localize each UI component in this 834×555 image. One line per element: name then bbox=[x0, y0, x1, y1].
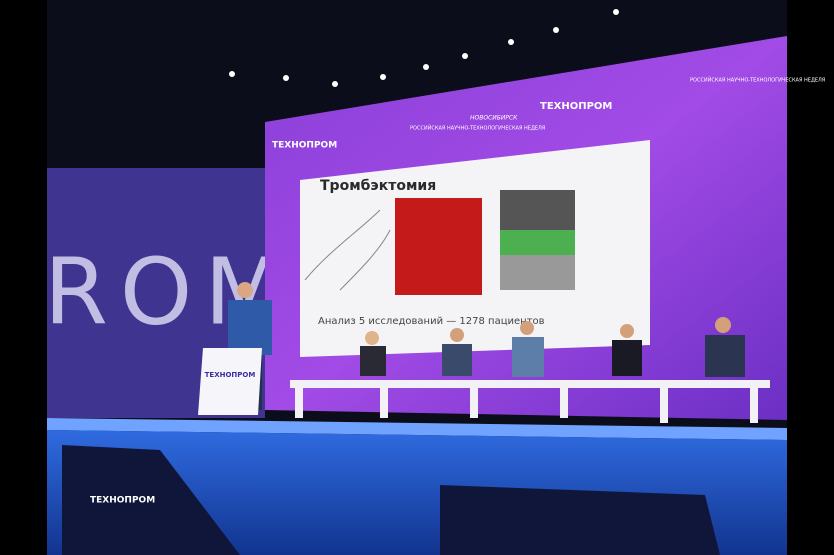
slide-caption: Анализ 5 исследований — 1278 пациентов bbox=[318, 316, 545, 327]
slide-title: Тромбэктомия bbox=[320, 178, 436, 194]
slide-drawing bbox=[304, 209, 391, 291]
panel-tables bbox=[290, 380, 770, 423]
panelists bbox=[360, 317, 745, 377]
screen-logo: РОССИЙСКАЯ НАУЧНО-ТЕХНОЛОГИЧЕСКАЯ НЕДЕЛЯ bbox=[410, 125, 545, 132]
slide-pictogram bbox=[500, 190, 575, 290]
floor-banner bbox=[62, 445, 240, 555]
slide-image bbox=[395, 198, 482, 295]
screen-logo: ТЕХНОПРОМ bbox=[272, 141, 337, 151]
floor-banner bbox=[440, 485, 720, 555]
floor-banner-logo: ТЕХНОПРОМ bbox=[90, 496, 155, 506]
screen-logo: РОССИЙСКАЯ НАУЧНО-ТЕХНОЛОГИЧЕСКАЯ НЕДЕЛЯ bbox=[690, 77, 825, 84]
stage-edge bbox=[47, 418, 787, 440]
podium-logo: ТЕХНОПРОМ bbox=[205, 371, 256, 379]
screen-logo: НОВОСИБИРСК bbox=[470, 115, 518, 122]
podium bbox=[198, 348, 262, 415]
screen-logo: ТЕХНОПРОМ bbox=[540, 101, 612, 112]
ceiling-lights bbox=[229, 9, 619, 87]
